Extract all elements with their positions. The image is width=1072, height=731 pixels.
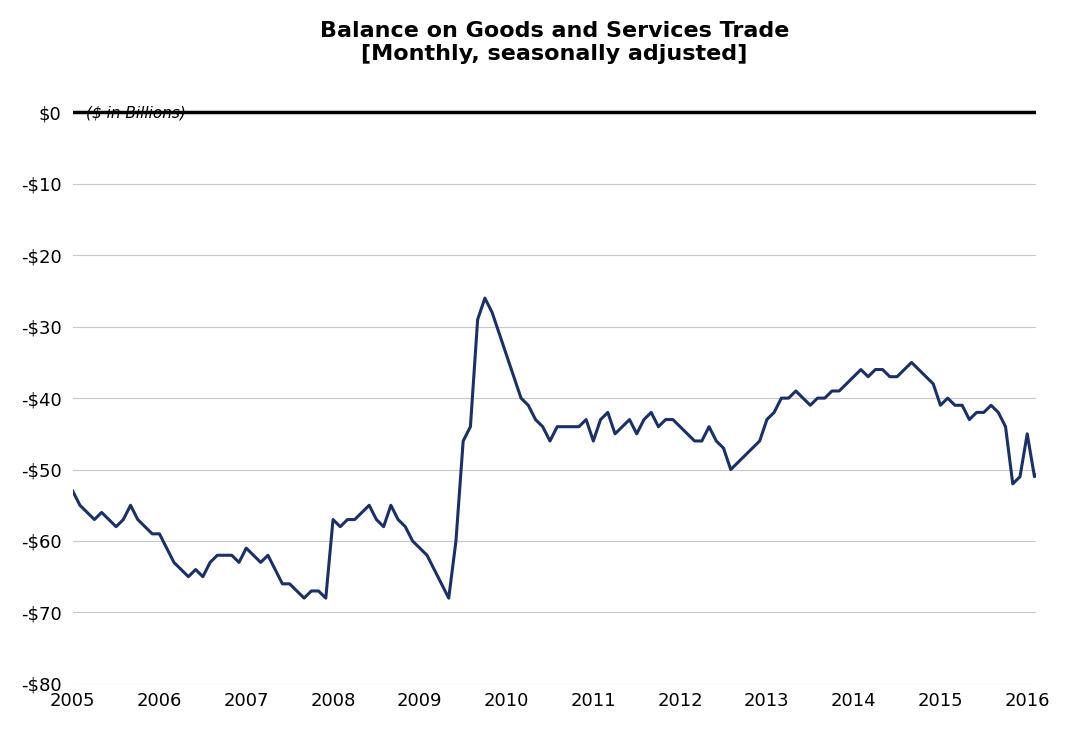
- Text: ($ in Billions): ($ in Billions): [86, 106, 185, 121]
- Title: Balance on Goods and Services Trade
[Monthly, seasonally adjusted]: Balance on Goods and Services Trade [Mon…: [319, 20, 789, 64]
